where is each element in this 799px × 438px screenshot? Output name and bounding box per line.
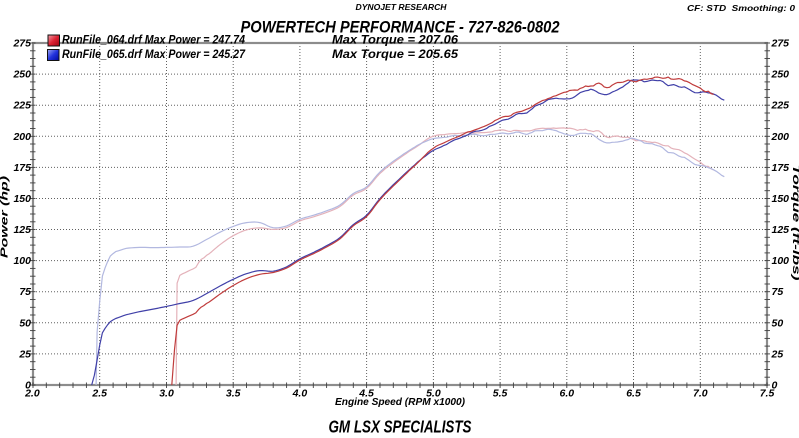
svg-text:75: 75 [772, 286, 784, 298]
svg-text:CF: STD Smoothing: 0: CF: STD Smoothing: 0 [687, 3, 795, 13]
svg-text:150: 150 [13, 193, 31, 205]
svg-text:7.5: 7.5 [760, 388, 775, 400]
svg-text:0: 0 [772, 380, 778, 392]
svg-text:5.5: 5.5 [493, 388, 508, 400]
svg-text:150: 150 [772, 193, 790, 205]
svg-text:25: 25 [771, 348, 784, 360]
svg-text:225: 225 [771, 100, 790, 112]
svg-text:Power (hp): Power (hp) [0, 175, 11, 258]
svg-text:175: 175 [13, 162, 31, 174]
svg-text:3.0: 3.0 [159, 388, 174, 400]
svg-text:6.5: 6.5 [626, 388, 641, 400]
svg-text:250: 250 [771, 69, 790, 81]
svg-text:4.5: 4.5 [358, 388, 374, 400]
svg-text:175: 175 [772, 162, 790, 174]
svg-text:RunFile_065.drf Max Power = 24: RunFile_065.drf Max Power = 245.27 [62, 47, 246, 61]
svg-text:Engine Speed (RPM x1000): Engine Speed (RPM x1000) [335, 396, 465, 408]
svg-text:50: 50 [19, 317, 31, 329]
svg-text:100: 100 [13, 255, 31, 267]
svg-text:Torque (ft-lbs): Torque (ft-lbs) [790, 165, 799, 282]
svg-text:225: 225 [12, 100, 31, 112]
svg-text:0: 0 [25, 380, 31, 392]
svg-text:275: 275 [12, 38, 31, 50]
svg-text:250: 250 [12, 69, 31, 81]
svg-text:Max Torque = 207.06: Max Torque = 207.06 [332, 33, 458, 47]
svg-text:4.0: 4.0 [292, 388, 308, 400]
svg-text:GM LSX SPECIALISTS: GM LSX SPECIALISTS [329, 417, 472, 437]
svg-text:100: 100 [772, 255, 790, 267]
svg-text:RunFile_064.drf Max Power = 24: RunFile_064.drf Max Power = 247.74 [62, 33, 245, 47]
svg-text:25: 25 [18, 348, 31, 360]
svg-text:50: 50 [772, 317, 784, 329]
svg-text:7.0: 7.0 [693, 388, 708, 400]
svg-text:200: 200 [12, 131, 31, 143]
svg-text:2.0: 2.0 [24, 388, 40, 400]
svg-text:6.0: 6.0 [559, 388, 574, 400]
svg-text:2.5: 2.5 [91, 388, 107, 400]
svg-text:75: 75 [19, 286, 31, 298]
svg-text:Max Torque = 205.65: Max Torque = 205.65 [332, 47, 458, 61]
svg-text:5.0: 5.0 [426, 388, 441, 400]
svg-text:DYNOJET RESEARCH: DYNOJET RESEARCH [356, 3, 447, 12]
svg-text:POWERTECH PERFORMANCE - 727-82: POWERTECH PERFORMANCE - 727-826-0802 [241, 18, 560, 37]
svg-text:3.5: 3.5 [226, 388, 241, 400]
svg-text:125: 125 [772, 224, 790, 236]
svg-text:275: 275 [771, 38, 790, 50]
svg-text:200: 200 [771, 131, 790, 143]
svg-text:125: 125 [13, 224, 31, 236]
